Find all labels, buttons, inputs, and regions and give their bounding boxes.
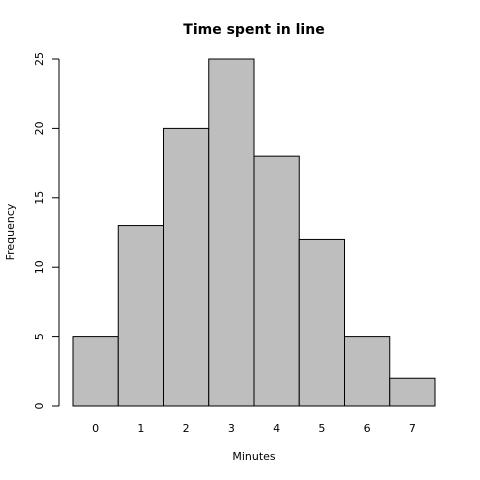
- bar: [72, 336, 119, 407]
- y-tick-label: 5: [33, 333, 46, 340]
- x-tick-label: 6: [364, 422, 371, 435]
- bar: [344, 336, 391, 407]
- y-tick-label: 15: [33, 191, 46, 205]
- x-axis-label: Minutes: [232, 450, 276, 463]
- bar: [389, 377, 436, 407]
- x-tick-label: 4: [273, 422, 280, 435]
- x-tick-label: 1: [137, 422, 144, 435]
- x-tick-label: 0: [92, 422, 99, 435]
- bar: [253, 155, 300, 407]
- y-tick-label: 0: [33, 403, 46, 410]
- bar: [208, 58, 255, 407]
- chart-title: Time spent in line: [183, 22, 324, 38]
- y-axis-label: Frequency: [4, 203, 17, 260]
- y-tick-label: 25: [33, 52, 46, 66]
- x-tick-label: 5: [318, 422, 325, 435]
- bar: [163, 127, 210, 407]
- x-tick-label: 3: [228, 422, 235, 435]
- y-tick-label: 20: [33, 121, 46, 135]
- x-tick-label: 7: [409, 422, 416, 435]
- bar: [298, 238, 345, 407]
- y-tick-label: 10: [33, 260, 46, 274]
- x-tick-label: 2: [183, 422, 190, 435]
- bar: [117, 225, 164, 407]
